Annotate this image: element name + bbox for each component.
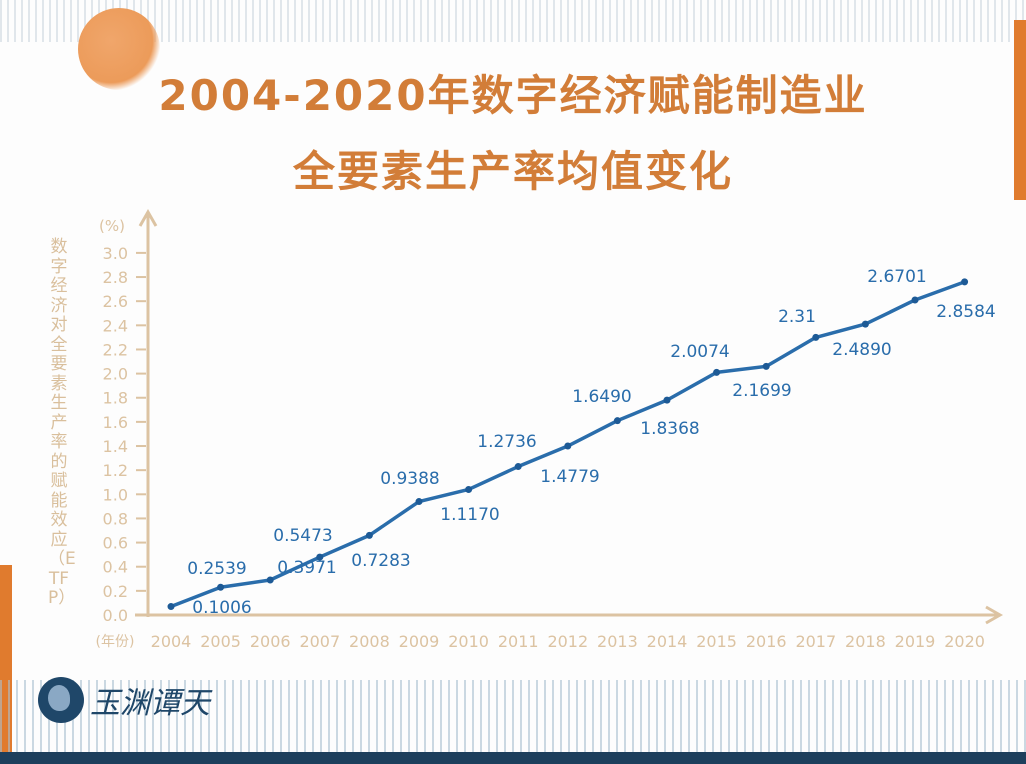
x-tick-label: 2009 <box>399 632 440 651</box>
data-point <box>713 368 721 376</box>
data-label: 0.7283 <box>351 551 410 571</box>
data-label: 2.0074 <box>670 342 729 362</box>
y-tick-label: 2.4 <box>103 316 128 335</box>
data-label: 0.3971 <box>277 558 336 578</box>
y-tick-label: 1.4 <box>103 437 128 456</box>
y-tick-label: 3.0 <box>103 244 128 263</box>
y-axis-arrow-icon <box>138 208 158 227</box>
x-tick-label: 2011 <box>498 632 539 651</box>
sun-decoration <box>78 8 160 90</box>
y-tick-label: 2.2 <box>103 340 128 359</box>
x-tick-label: 2010 <box>448 632 489 651</box>
data-label: 2.4890 <box>832 340 891 360</box>
y-unit-label: (%) <box>99 217 125 235</box>
y-tick-label: 2.6 <box>103 292 128 311</box>
data-point <box>365 531 373 539</box>
data-point <box>217 583 225 591</box>
data-label: 0.5473 <box>273 526 332 546</box>
accent-bar-right <box>1014 20 1026 200</box>
data-label: 0.1006 <box>192 598 251 618</box>
data-label: 0.2539 <box>187 559 246 579</box>
data-label: 2.1699 <box>732 381 791 401</box>
logo-text: 玉渊谭天 <box>90 686 210 721</box>
decorative-top-pattern <box>0 0 1026 42</box>
y-axis-label: 数字经济对全要素生产率的赋能效应（ETFP） <box>48 237 76 608</box>
x-tick-label: 2007 <box>299 632 340 651</box>
x-tick-label: 2006 <box>250 632 291 651</box>
data-label: 1.1170 <box>440 505 499 525</box>
logo: 玉渊谭天 <box>38 677 210 723</box>
x-tick-label: 2018 <box>845 632 886 651</box>
x-tick-label: 2020 <box>944 632 985 651</box>
y-tick-label: 1.2 <box>103 461 128 480</box>
x-tick-label: 2014 <box>647 632 688 651</box>
y-tick-label: 0.6 <box>103 534 128 553</box>
x-tick-label: 2013 <box>597 632 638 651</box>
data-point <box>316 553 324 561</box>
data-label: 1.8368 <box>640 419 699 439</box>
x-tick-label: 2005 <box>200 632 241 651</box>
data-point <box>663 396 671 404</box>
data-point <box>167 603 175 611</box>
logo-icon <box>38 677 84 723</box>
data-label: 1.4779 <box>540 467 599 487</box>
x-tick-label: 2004 <box>151 632 192 651</box>
x-axis-arrow-icon <box>985 605 1004 625</box>
x-tick-label: 2016 <box>746 632 787 651</box>
data-label: 2.31 <box>778 307 816 327</box>
chart-title: 2004-2020年数字经济赋能制造业 <box>158 71 868 120</box>
y-tick-label: 2.0 <box>103 365 128 384</box>
data-label: 1.2736 <box>477 432 536 452</box>
x-tick-label: 2012 <box>547 632 588 651</box>
decorative-bottom-pattern <box>0 680 1026 756</box>
y-tick-label: 0.8 <box>103 509 128 528</box>
x-tick-label: 2017 <box>795 632 836 651</box>
y-tick-label: 0.2 <box>103 582 128 601</box>
y-tick-label: 2.8 <box>103 268 128 287</box>
y-tick-label: 1.8 <box>103 389 128 408</box>
y-tick-label: 0.0 <box>103 606 128 625</box>
data-point <box>514 463 522 471</box>
y-tick-label: 1.0 <box>103 485 128 504</box>
data-label: 2.8584 <box>936 302 995 322</box>
y-tick-label: 1.6 <box>103 413 128 432</box>
chart-subtitle: 全要素生产率均值变化 <box>292 147 733 196</box>
data-point <box>415 498 423 506</box>
data-point <box>762 362 770 370</box>
data-point <box>465 485 473 493</box>
data-point <box>266 576 274 584</box>
y-tick-label: 0.4 <box>103 558 128 577</box>
data-point <box>861 320 869 328</box>
x-unit-label: (年份) <box>96 634 135 650</box>
bottom-strip <box>0 752 1026 764</box>
data-point <box>564 442 572 450</box>
x-tick-label: 2008 <box>349 632 390 651</box>
data-point <box>961 278 969 286</box>
x-tick-label: 2019 <box>895 632 936 651</box>
data-point <box>613 417 621 425</box>
data-point <box>911 296 919 304</box>
data-label: 2.6701 <box>867 267 926 287</box>
x-tick-label: 2015 <box>696 632 737 651</box>
data-label: 0.9388 <box>380 469 439 489</box>
data-point <box>812 333 820 341</box>
data-label: 1.6490 <box>572 387 631 407</box>
